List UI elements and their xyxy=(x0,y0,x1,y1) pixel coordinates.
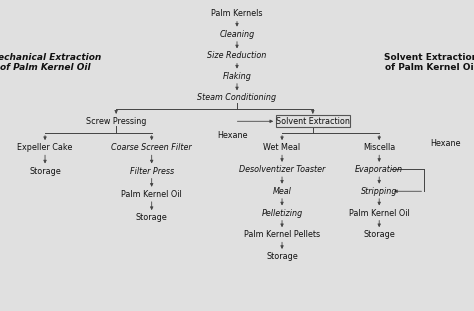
Text: Palm Kernel Oil: Palm Kernel Oil xyxy=(121,190,182,199)
Text: Desolventizer Toaster: Desolventizer Toaster xyxy=(239,165,325,174)
Text: Expeller Cake: Expeller Cake xyxy=(18,143,73,152)
Text: Meal: Meal xyxy=(273,187,292,196)
Text: Evaporation: Evaporation xyxy=(355,165,403,174)
FancyBboxPatch shape xyxy=(276,115,350,127)
Text: Hexane: Hexane xyxy=(430,139,461,147)
Text: Hexane: Hexane xyxy=(217,131,247,140)
Text: Mechanical Extraction
of Palm Kernel Oil: Mechanical Extraction of Palm Kernel Oil xyxy=(0,53,101,72)
Text: Flaking: Flaking xyxy=(223,72,251,81)
Text: Screw Pressing: Screw Pressing xyxy=(86,117,146,126)
Text: Steam Conditioning: Steam Conditioning xyxy=(198,94,276,102)
Text: Palm Kernel Pellets: Palm Kernel Pellets xyxy=(244,230,320,239)
Text: Storage: Storage xyxy=(364,230,395,239)
Text: Solvent Extraction: Solvent Extraction xyxy=(276,117,350,126)
Text: Storage: Storage xyxy=(29,167,61,175)
Text: Filter Press: Filter Press xyxy=(129,167,174,175)
Text: Coarse Screen Filter: Coarse Screen Filter xyxy=(111,143,192,152)
Text: Pelletizing: Pelletizing xyxy=(261,209,303,217)
Text: Size Reduction: Size Reduction xyxy=(207,52,267,60)
Text: Stripping: Stripping xyxy=(361,187,398,196)
Text: Miscella: Miscella xyxy=(363,143,395,152)
Text: Wet Meal: Wet Meal xyxy=(264,143,301,152)
Text: Storage: Storage xyxy=(266,252,298,261)
Text: Palm Kernel Oil: Palm Kernel Oil xyxy=(349,209,410,217)
Text: Solvent Extraction
of Palm Kernel Oil: Solvent Extraction of Palm Kernel Oil xyxy=(384,53,474,72)
Text: Palm Kernels: Palm Kernels xyxy=(211,10,263,18)
Text: Cleaning: Cleaning xyxy=(219,30,255,39)
Text: Storage: Storage xyxy=(136,213,167,222)
